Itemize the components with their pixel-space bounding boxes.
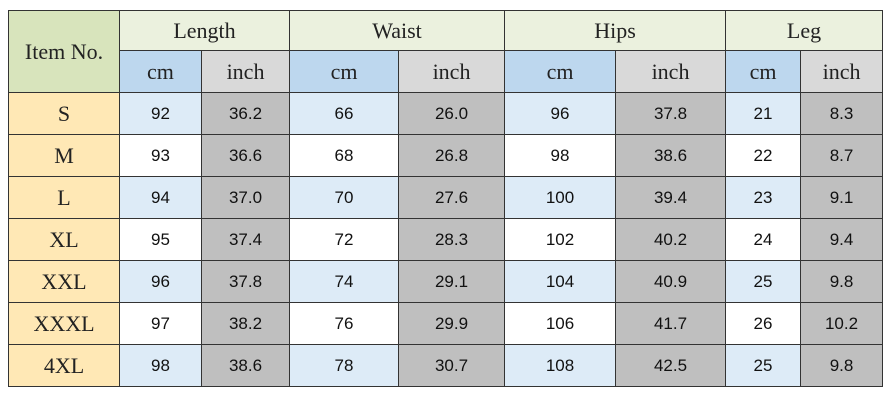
inch-value: 37.4	[200, 218, 291, 261]
size-label: XL	[8, 218, 120, 261]
table-row: M 93 36.6 68 26.8 98 38.6 22 8.7	[8, 134, 884, 177]
inch-value: 42.5	[615, 344, 727, 387]
table-row: S 92 36.2 66 26.0 96 37.8 21 8.3	[8, 92, 884, 135]
cm-value: 94	[119, 176, 202, 219]
cm-value: 22	[725, 134, 802, 177]
cm-value: 70	[289, 176, 400, 219]
inch-value: 36.2	[200, 92, 291, 135]
inch-value: 26.0	[398, 92, 506, 135]
cm-value: 108	[504, 344, 617, 387]
inch-value: 38.6	[200, 344, 291, 387]
cm-value: 95	[119, 218, 202, 261]
unit-header: inch	[800, 50, 884, 93]
table-row: Item No. Length Waist Hips Leg	[8, 10, 884, 93]
cm-value: 74	[289, 260, 400, 303]
inch-value: 37.8	[615, 92, 727, 135]
table-row: XXXL 97 38.2 76 29.9 106 41.7 26 10.2	[8, 302, 884, 345]
inch-value: 9.1	[800, 176, 884, 219]
cm-value: 104	[504, 260, 617, 303]
inch-value: 10.2	[800, 302, 884, 345]
unit-header: inch	[200, 50, 291, 93]
inch-value: 40.2	[615, 218, 727, 261]
table-row: cm inch cm inch cm inch cm inch	[9, 50, 884, 93]
unit-header: cm	[289, 50, 400, 93]
inch-value: 38.6	[615, 134, 727, 177]
item-header: Item No.	[8, 10, 120, 93]
cm-value: 66	[289, 92, 400, 135]
group-header: Length	[118, 10, 291, 51]
cm-value: 98	[119, 344, 202, 387]
cm-value: 25	[725, 260, 802, 303]
cm-value: 102	[504, 218, 617, 261]
table-row: XXL 96 37.8 74 29.1 104 40.9 25 9.8	[8, 260, 884, 303]
inch-value: 29.9	[398, 302, 506, 345]
table-row: XL 95 37.4 72 28.3 102 40.2 24 9.4	[8, 218, 884, 261]
table-row: 4XL 98 38.6 78 30.7 108 42.5 25 9.8	[8, 344, 884, 387]
size-table: Item No. Length Waist Hips Leg cm inch cm inch cm…	[8, 10, 884, 387]
inch-value: 36.6	[200, 134, 291, 177]
size-label: S	[8, 92, 120, 135]
table-body: Item No. Length Waist Hips Leg cm inch cm inch cm…	[8, 10, 884, 387]
inch-value: 28.3	[398, 218, 506, 261]
cm-value: 21	[725, 92, 802, 135]
inch-value: 37.0	[200, 176, 291, 219]
cm-value: 68	[289, 134, 400, 177]
inch-value: 39.4	[615, 176, 727, 219]
cm-value: 96	[504, 92, 617, 135]
cm-value: 96	[119, 260, 202, 303]
cm-value: 92	[119, 92, 202, 135]
cm-value: 23	[725, 176, 802, 219]
cm-value: 76	[289, 302, 400, 345]
cm-value: 78	[289, 344, 400, 387]
group-header: Hips	[504, 10, 727, 51]
inch-value: 8.7	[800, 134, 884, 177]
unit-header: cm	[119, 50, 202, 93]
cm-value: 24	[725, 218, 802, 261]
inch-value: 30.7	[398, 344, 506, 387]
table-row: L 94 37.0 70 27.6 100 39.4 23 9.1	[8, 176, 884, 219]
size-label: XXXL	[8, 302, 120, 345]
size-label: L	[8, 176, 120, 219]
cm-value: 98	[504, 134, 617, 177]
cm-value: 93	[119, 134, 202, 177]
size-label: M	[8, 134, 120, 177]
cm-value: 106	[504, 302, 617, 345]
unit-header: inch	[615, 50, 727, 93]
inch-value: 9.8	[800, 260, 884, 303]
cm-value: 25	[725, 344, 802, 387]
size-label: 4XL	[8, 344, 120, 387]
inch-value: 37.8	[200, 260, 291, 303]
unit-header: cm	[725, 50, 802, 93]
group-header: Waist	[289, 10, 506, 51]
unit-header: inch	[398, 50, 506, 93]
inch-value: 26.8	[398, 134, 506, 177]
inch-value: 8.3	[800, 92, 884, 135]
cm-value: 100	[504, 176, 617, 219]
inch-value: 38.2	[200, 302, 291, 345]
inch-value: 40.9	[615, 260, 727, 303]
cm-value: 97	[119, 302, 202, 345]
inch-value: 9.4	[800, 218, 884, 261]
inch-value: 27.6	[398, 176, 506, 219]
cm-value: 26	[725, 302, 802, 345]
inch-value: 29.1	[398, 260, 506, 303]
inch-value: 9.8	[800, 344, 884, 387]
inch-value: 41.7	[615, 302, 727, 345]
group-header: Leg	[725, 10, 884, 51]
size-label: XXL	[8, 260, 120, 303]
unit-header: cm	[504, 50, 617, 93]
cm-value: 72	[289, 218, 400, 261]
